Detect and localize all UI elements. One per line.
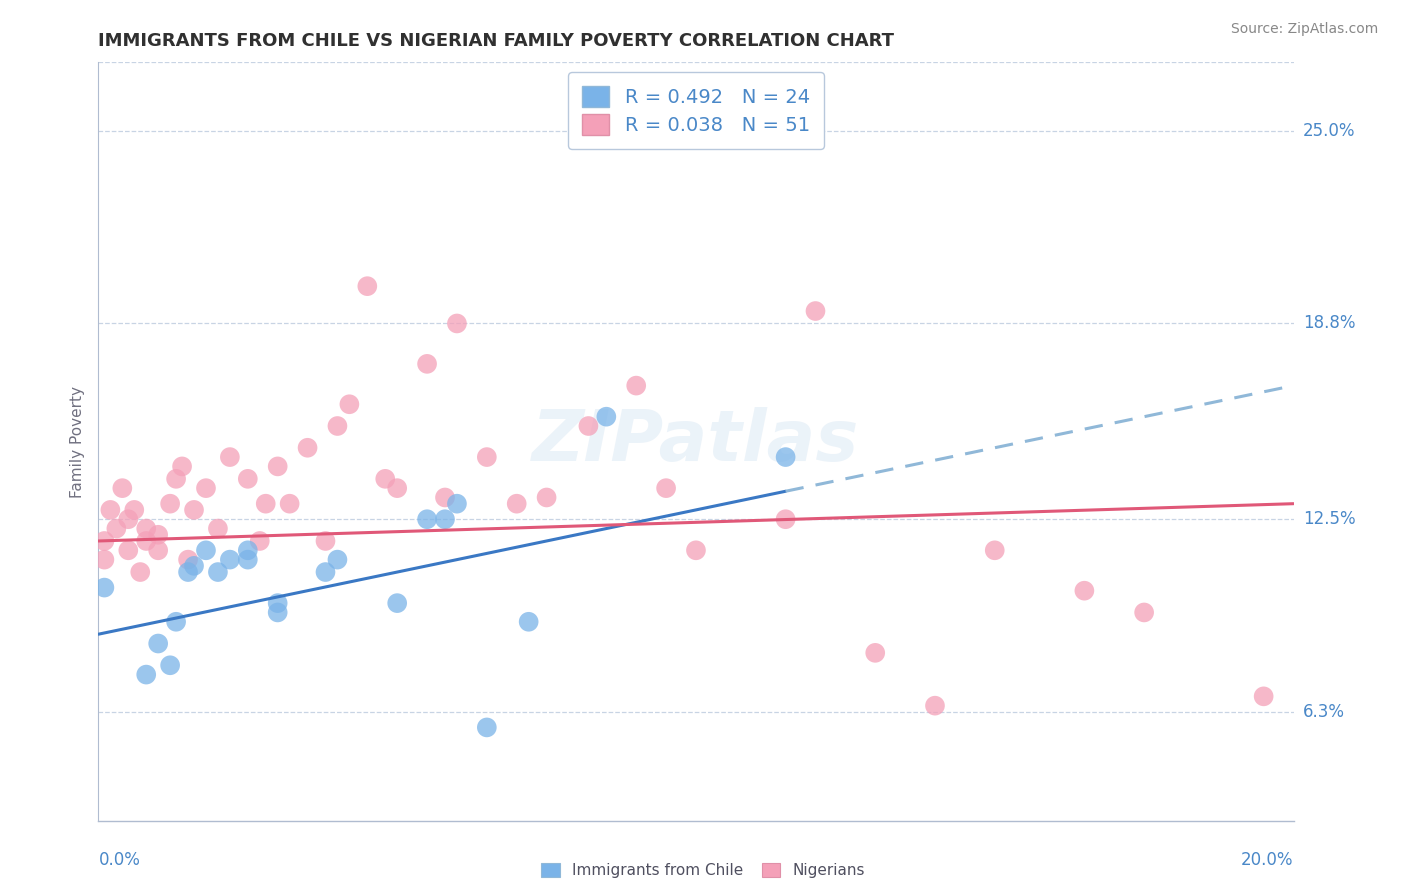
Point: [148, 528, 170, 542]
Point: [124, 503, 146, 517]
Point: [655, 481, 678, 495]
Point: [385, 481, 409, 495]
Point: [249, 533, 271, 548]
Point: [278, 497, 301, 511]
Point: [98, 503, 122, 517]
Text: 12.5%: 12.5%: [1303, 510, 1355, 528]
Point: [339, 397, 361, 411]
Point: [236, 543, 259, 558]
Point: [416, 357, 439, 371]
Point: [326, 419, 349, 434]
Text: 6.3%: 6.3%: [1303, 703, 1346, 721]
Point: [93, 533, 115, 548]
Point: [183, 503, 205, 517]
Point: [1073, 583, 1095, 598]
Point: [924, 698, 946, 713]
Point: [159, 658, 181, 673]
Point: [984, 543, 1007, 558]
Legend: R = 0.492   N = 24, R = 0.038   N = 51: R = 0.492 N = 24, R = 0.038 N = 51: [568, 72, 824, 149]
Point: [536, 491, 558, 505]
Point: [315, 533, 337, 548]
Point: [326, 552, 349, 566]
Point: [446, 497, 468, 511]
Point: [105, 522, 128, 536]
Point: [172, 459, 194, 474]
Text: 20.0%: 20.0%: [1241, 851, 1294, 869]
Point: [267, 596, 290, 610]
Point: [385, 596, 409, 610]
Point: [165, 472, 187, 486]
Point: [183, 558, 205, 573]
Text: 0.0%: 0.0%: [98, 851, 141, 869]
Point: [267, 606, 290, 620]
Text: Source: ZipAtlas.com: Source: ZipAtlas.com: [1230, 22, 1378, 37]
Point: [1133, 606, 1156, 620]
Legend: Immigrants from Chile, Nigerians: Immigrants from Chile, Nigerians: [536, 857, 870, 884]
Text: 18.8%: 18.8%: [1303, 315, 1355, 333]
Point: [207, 522, 229, 536]
Point: [356, 279, 378, 293]
Point: [129, 565, 152, 579]
Point: [195, 543, 218, 558]
Point: [236, 552, 259, 566]
Y-axis label: Family Poverty: Family Poverty: [70, 385, 86, 498]
Text: 25.0%: 25.0%: [1303, 122, 1355, 140]
Point: [865, 646, 887, 660]
Point: [93, 552, 115, 566]
Point: [165, 615, 187, 629]
Point: [148, 543, 170, 558]
Point: [135, 667, 157, 681]
Point: [177, 565, 200, 579]
Point: [236, 472, 259, 486]
Point: [626, 378, 648, 392]
Point: [517, 615, 540, 629]
Point: [267, 459, 290, 474]
Point: [117, 512, 139, 526]
Point: [446, 317, 468, 331]
Point: [685, 543, 707, 558]
Point: [195, 481, 218, 495]
Text: IMMIGRANTS FROM CHILE VS NIGERIAN FAMILY POVERTY CORRELATION CHART: IMMIGRANTS FROM CHILE VS NIGERIAN FAMILY…: [98, 32, 894, 50]
Point: [297, 441, 319, 455]
Point: [135, 533, 157, 548]
Point: [434, 491, 457, 505]
Point: [416, 512, 439, 526]
Point: [434, 512, 457, 526]
Point: [475, 720, 498, 734]
Point: [374, 472, 396, 486]
Point: [117, 543, 139, 558]
Point: [595, 409, 617, 424]
Point: [177, 552, 200, 566]
Point: [254, 497, 277, 511]
Point: [506, 497, 529, 511]
Point: [207, 565, 229, 579]
Point: [315, 565, 337, 579]
Point: [775, 450, 797, 464]
Point: [219, 552, 242, 566]
Point: [111, 481, 134, 495]
Point: [135, 522, 157, 536]
Point: [1253, 690, 1275, 704]
Point: [775, 512, 797, 526]
Point: [93, 581, 115, 595]
Point: [804, 304, 827, 318]
Point: [578, 419, 600, 434]
Text: ZIPatlas: ZIPatlas: [533, 407, 859, 476]
Point: [148, 636, 170, 650]
Point: [159, 497, 181, 511]
Point: [475, 450, 498, 464]
Point: [219, 450, 242, 464]
